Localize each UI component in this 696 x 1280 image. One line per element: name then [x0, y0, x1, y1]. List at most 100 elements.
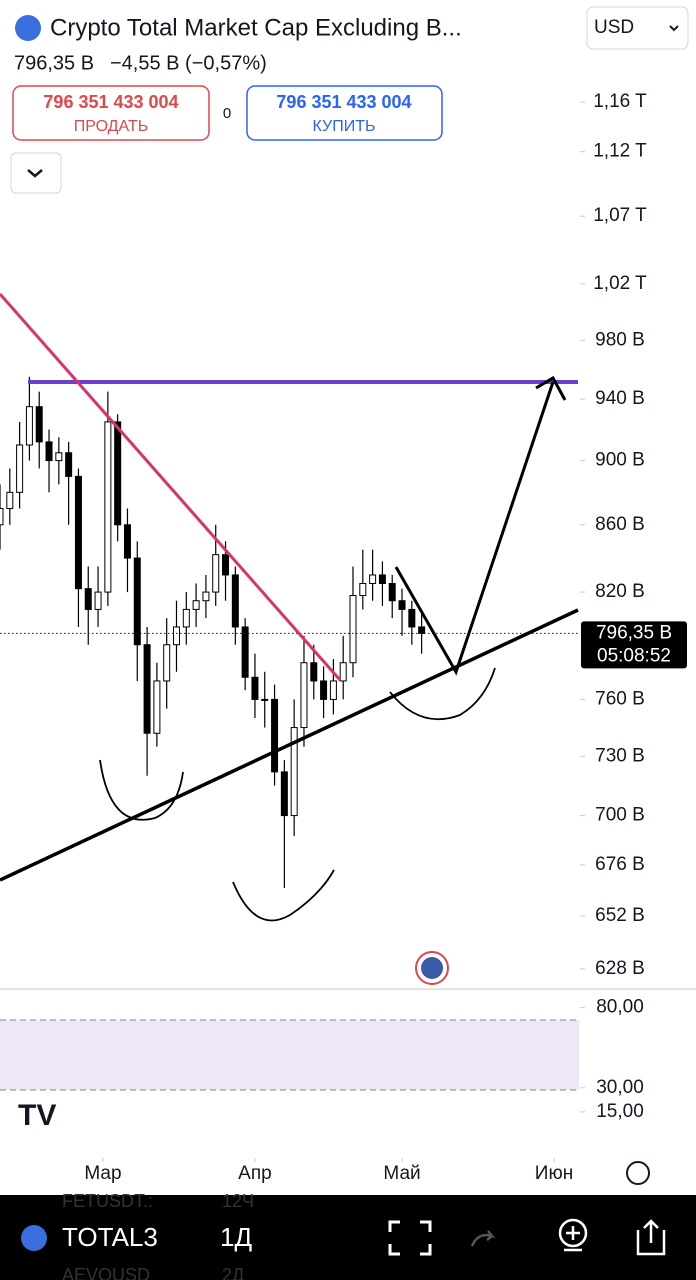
candle-body [349, 595, 357, 664]
price: 796,35 B [14, 52, 94, 74]
candle-body [290, 727, 298, 817]
buy-price: 796 351 433 004 [276, 92, 411, 112]
y-tick-label: 760 B [595, 688, 645, 709]
event-flag-icon [421, 957, 443, 979]
candle-body [202, 591, 210, 602]
sell-label: ПРОДАТЬ [74, 118, 148, 135]
y-tick-label: 1,12 T [593, 141, 647, 162]
candle-body [74, 475, 82, 590]
candle-body [241, 626, 249, 678]
candle-body [339, 662, 347, 682]
candle-body [222, 554, 230, 576]
change: −4,55 B (−0,57%) [110, 52, 267, 74]
sell-button[interactable] [12, 85, 210, 141]
candle-body [25, 406, 33, 446]
candle-body [300, 662, 308, 729]
candle-body [153, 680, 161, 734]
candle-body [65, 452, 73, 477]
countdown: 05:08:52 [597, 645, 671, 666]
ghost-interval: 12Ч [222, 1191, 254, 1211]
ghost-symbol: AEVOUSD [62, 1265, 150, 1280]
candle-body [398, 600, 406, 610]
chevron [27, 169, 43, 178]
y-tick-label: 700 B [595, 805, 645, 826]
footer-symbol[interactable]: TOTAL3 [62, 1222, 158, 1252]
y-tick-label: 652 B [595, 905, 645, 926]
y-tick-label: 15,00 [596, 1101, 644, 1122]
candle-body [388, 582, 396, 602]
buy-button[interactable] [246, 85, 443, 141]
candle-body [133, 557, 141, 646]
drawing-curve [389, 667, 496, 721]
candle-body [0, 507, 4, 526]
candle-body [359, 582, 367, 597]
logo: TV [18, 1099, 56, 1132]
y-tick-label: 628 B [595, 958, 645, 979]
share-icon[interactable] [636, 1219, 666, 1256]
candle-body [6, 491, 14, 509]
ghost-interval: 2Д [222, 1265, 244, 1280]
y-tick-label: 80,00 [596, 997, 644, 1018]
symbol-icon [15, 15, 41, 41]
y-tick-label: 676 B [595, 854, 645, 875]
indicators-icon-detail [564, 1226, 582, 1252]
candle-body [35, 406, 43, 443]
candle-body [143, 644, 151, 734]
currency-select[interactable] [586, 6, 689, 50]
last-price-tag [581, 621, 687, 669]
candle-body [329, 680, 337, 700]
drawing-arrow [394, 375, 567, 676]
footer-interval[interactable]: 1Д [220, 1222, 252, 1252]
y-tick-label: 30,00 [596, 1077, 644, 1098]
sell-price: 796 351 433 004 [43, 92, 178, 112]
candle-body [418, 626, 426, 634]
y-tick-label: 940 B [595, 388, 645, 409]
indicators-icon[interactable] [558, 1218, 588, 1248]
settings-icon[interactable] [626, 1161, 650, 1185]
y-tick-label: 820 B [595, 581, 645, 602]
candle-body [16, 444, 24, 493]
y-tick-label: 900 B [595, 450, 645, 471]
candle-body [163, 644, 171, 682]
buy-label: КУПИТЬ [313, 118, 376, 135]
candle-body [123, 524, 131, 559]
candle-body [212, 554, 220, 593]
candle-body [173, 626, 181, 646]
drawing-trendline [0, 293, 342, 681]
y-tick-label: 730 B [595, 745, 645, 766]
drawing-trendline [0, 608, 579, 882]
candle-body [182, 608, 190, 628]
x-tick-label: Май [383, 1163, 420, 1184]
candle-body [378, 574, 386, 584]
rsi-band [0, 1020, 579, 1090]
x-tick-label: Апр [238, 1163, 272, 1184]
candle-body [320, 680, 328, 700]
bottom-bar [0, 1195, 696, 1280]
candle-body [280, 771, 288, 817]
currency: USD [594, 17, 634, 38]
candle-body [104, 421, 112, 593]
fullscreen-icon[interactable] [388, 1220, 432, 1256]
drawing-curve [99, 759, 184, 821]
candle-body [251, 676, 259, 700]
collapse-button[interactable] [10, 152, 62, 194]
x-tick-label: Мар [84, 1163, 121, 1184]
candle-body [55, 452, 63, 462]
candle-body [271, 698, 279, 773]
candle-body [369, 574, 377, 584]
title: Crypto Total Market Cap Excluding B... [50, 14, 462, 41]
plot: 1,16 T 1,12 T 1,07 T 1,02 T 980 B 940 B 900 B 8… [0, 91, 687, 1184]
spread: 0 [223, 105, 231, 122]
candle-body [45, 441, 53, 462]
candle-body [231, 574, 239, 628]
symbol-icon [21, 1225, 47, 1251]
ghost-symbol: FETUSDT.: [62, 1191, 153, 1211]
chevron [669, 25, 679, 32]
candle-body [408, 608, 416, 628]
y-tick-label: 980 B [595, 329, 645, 350]
candle-body [84, 588, 92, 610]
y-tick-label: 1,16 T [593, 91, 647, 112]
redo-icon [470, 1230, 496, 1247]
last-price-label: 796,35 B [596, 622, 672, 643]
